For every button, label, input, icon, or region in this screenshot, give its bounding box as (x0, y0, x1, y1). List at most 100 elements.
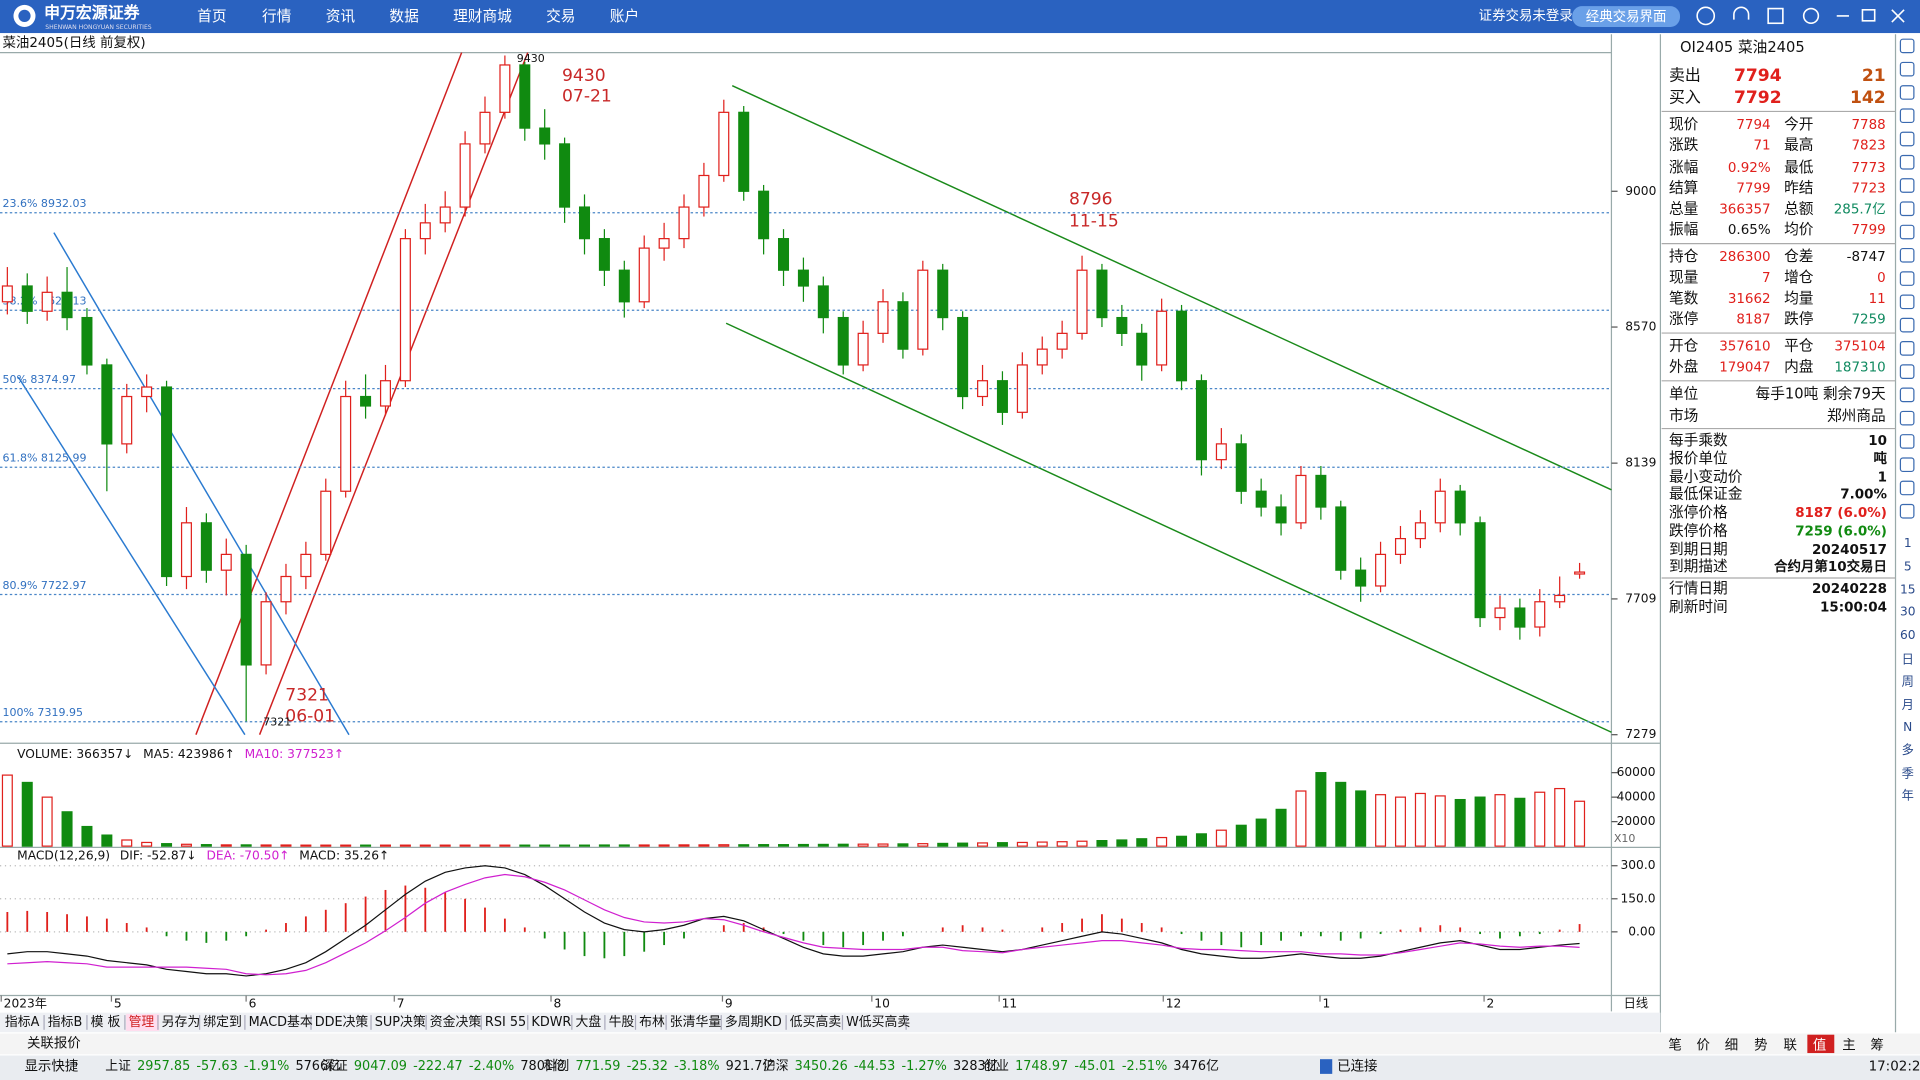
tool-icon[interactable] (1899, 387, 1915, 403)
tool-icon[interactable] (1899, 178, 1915, 193)
fib-label: 80.9% 7722.97 (2, 579, 86, 592)
tab[interactable]: 模 板 (91, 1015, 121, 1030)
mode-button[interactable]: 经典交易界面 (1586, 8, 1667, 25)
tool-icon[interactable] (1899, 247, 1915, 263)
tab[interactable]: 绑定到 (203, 1015, 242, 1030)
tool-icon[interactable] (1899, 434, 1915, 449)
index-value: 5766亿 (295, 1059, 341, 1074)
menu-item[interactable]: 账户 (610, 8, 639, 25)
tab[interactable]: W低买高卖 (846, 1014, 910, 1030)
side-tab-active[interactable] (1807, 1034, 1835, 1054)
tab[interactable]: 多周期KD (725, 1015, 782, 1030)
quote-value: 285.7亿 (1834, 201, 1886, 217)
annotation: 11-15 (1069, 212, 1119, 232)
menu-item[interactable]: 理财商城 (453, 8, 512, 25)
volume-bar (877, 843, 889, 847)
candle-body (698, 174, 710, 208)
candle-body (1534, 601, 1546, 628)
shortcut[interactable]: 显示快捷 (24, 1059, 78, 1075)
period-button[interactable]: 月 (1902, 698, 1914, 712)
mode-button-bg[interactable] (1572, 6, 1680, 27)
tab[interactable]: 牛股 (609, 1015, 635, 1030)
tool-icon[interactable] (1899, 410, 1915, 426)
tab[interactable]: MACD基本 (249, 1015, 313, 1030)
side-tab[interactable]: 值 (1813, 1038, 1826, 1054)
tool-icon[interactable] (1899, 38, 1915, 54)
menu-item[interactable]: 数据 (389, 8, 419, 25)
tool-icon[interactable] (1899, 480, 1915, 496)
period-button[interactable]: 年 (1902, 788, 1914, 802)
quote-value: 286300 (1719, 250, 1770, 265)
tab-active[interactable] (126, 1013, 160, 1032)
tool-icon[interactable] (1899, 85, 1915, 100)
side-tab[interactable]: 主 (1842, 1038, 1855, 1054)
index-value: 1748.97 (1015, 1059, 1068, 1074)
period-button[interactable]: 多 (1902, 743, 1914, 757)
tab[interactable]: 资金决策 (430, 1014, 482, 1030)
period-button[interactable]: 60 (1900, 628, 1916, 642)
candle-body (977, 380, 989, 398)
tab[interactable]: 管理 (129, 1015, 155, 1030)
tool-icon[interactable] (1899, 503, 1915, 519)
volume-bar (1414, 792, 1426, 847)
volume-bar (678, 844, 690, 847)
tab[interactable]: 张清华量 (670, 1015, 722, 1030)
tab[interactable]: KDWR (531, 1015, 571, 1030)
candle-body (459, 143, 471, 208)
period-button[interactable]: 周 (1902, 675, 1914, 689)
menu-item[interactable]: 行情 (262, 8, 292, 25)
candle-body (1235, 443, 1247, 492)
tool-icon[interactable] (1899, 224, 1915, 240)
tool-icon[interactable] (1899, 201, 1915, 217)
tab[interactable]: SUP决策 (375, 1014, 426, 1030)
side-tab[interactable]: 细 (1725, 1038, 1738, 1054)
side-tab[interactable]: 筹 (1870, 1037, 1883, 1054)
side-tab[interactable]: 价 (1697, 1039, 1711, 1054)
tool-icon[interactable] (1899, 364, 1915, 379)
tab[interactable]: 另存为 (162, 1015, 201, 1030)
side-tab[interactable]: 笔 (1668, 1038, 1681, 1054)
period-button[interactable]: N (1903, 720, 1912, 734)
tab[interactable]: 布林 (639, 1015, 665, 1030)
quote-label: 今开 (1784, 116, 1813, 133)
tool-icon[interactable] (1899, 61, 1915, 77)
tool-icon[interactable] (1899, 317, 1915, 333)
tool-icon[interactable] (1899, 294, 1915, 310)
period-button[interactable]: 15 (1900, 583, 1916, 597)
menu-item[interactable]: 交易 (546, 7, 575, 25)
side-tab[interactable]: 联 (1783, 1038, 1796, 1054)
tool-icon[interactable] (1899, 131, 1915, 147)
tab[interactable]: RSI 55 (485, 1015, 526, 1030)
panel-header: MA10: 377523↑ (245, 747, 344, 761)
tool-icon[interactable] (1899, 271, 1915, 286)
side-tab[interactable]: 势 (1754, 1038, 1767, 1054)
tab[interactable]: 大盘 (576, 1014, 602, 1030)
volume-bar (559, 844, 571, 847)
month-label: 2 (1487, 997, 1495, 1011)
period-button[interactable]: 1 (1904, 536, 1912, 550)
candle-body (300, 553, 312, 578)
tool-icon[interactable] (1899, 154, 1915, 170)
menu-item[interactable]: 首页 (197, 8, 226, 25)
tool-icon[interactable] (1899, 341, 1915, 356)
tool-icon[interactable] (1899, 457, 1915, 473)
quote-label: 涨停 (1669, 311, 1698, 328)
month-label: 9 (725, 997, 733, 1011)
login-status[interactable]: 证券交易未登录 (1479, 7, 1573, 24)
tab[interactable]: 指标A (5, 1015, 40, 1030)
period-button[interactable]: 季 (1902, 766, 1914, 780)
period-button[interactable]: 日 (1902, 653, 1914, 667)
tab[interactable]: DDE决策 (315, 1014, 369, 1030)
menu-item[interactable]: 资讯 (326, 8, 356, 25)
candle-body (21, 285, 33, 312)
volume-bar (1156, 836, 1168, 847)
period-button[interactable]: 30 (1900, 605, 1916, 619)
volume-bar (519, 844, 531, 847)
index-value: -44.53 (854, 1059, 895, 1074)
tool-icon[interactable] (1899, 108, 1915, 124)
period-button[interactable]: 5 (1904, 559, 1912, 573)
related-quotes[interactable]: 关联报价 (27, 1035, 81, 1051)
tab[interactable]: 指标B (48, 1015, 83, 1030)
volume-bar (598, 844, 610, 847)
tab[interactable]: 低买高卖 (790, 1014, 842, 1030)
